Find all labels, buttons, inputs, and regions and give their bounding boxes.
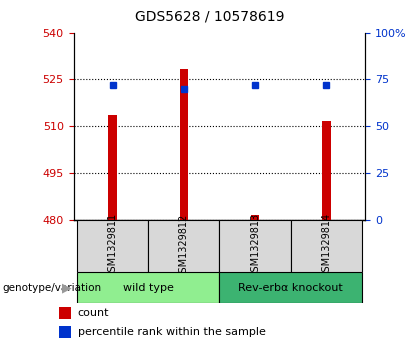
Bar — [59, 326, 71, 338]
Text: GDS5628 / 10578619: GDS5628 / 10578619 — [135, 9, 285, 23]
Text: GSM1329811: GSM1329811 — [108, 213, 118, 278]
Bar — [77, 272, 220, 303]
Bar — [220, 220, 291, 272]
Text: count: count — [78, 308, 109, 318]
Text: ▶: ▶ — [62, 281, 71, 294]
Text: wild type: wild type — [123, 283, 174, 293]
Bar — [291, 220, 362, 272]
Text: GSM1329813: GSM1329813 — [250, 213, 260, 278]
Bar — [108, 115, 117, 220]
Bar — [220, 272, 362, 303]
Bar — [59, 307, 71, 319]
Bar — [180, 69, 188, 220]
Bar — [251, 215, 259, 220]
Text: Rev-erbα knockout: Rev-erbα knockout — [238, 283, 343, 293]
Text: percentile rank within the sample: percentile rank within the sample — [78, 327, 265, 337]
Text: GSM1329814: GSM1329814 — [321, 213, 331, 278]
Bar — [148, 220, 220, 272]
Bar — [322, 122, 331, 220]
Text: genotype/variation: genotype/variation — [2, 283, 101, 293]
Text: GSM1329812: GSM1329812 — [179, 213, 189, 278]
Bar — [77, 220, 148, 272]
